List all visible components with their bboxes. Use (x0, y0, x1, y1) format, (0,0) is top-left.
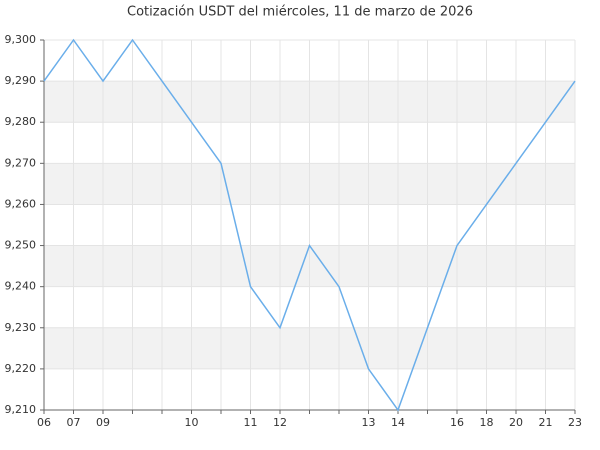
x-tick-label: 11 (244, 416, 258, 429)
x-tick-label: 23 (568, 416, 582, 429)
y-tick-label: 9,300 (5, 33, 37, 46)
x-tick-label: 20 (509, 416, 523, 429)
y-tick-label: 9,230 (5, 321, 37, 334)
x-tick-label: 13 (362, 416, 376, 429)
x-tick-label: 10 (185, 416, 199, 429)
y-tick-label: 9,210 (5, 403, 37, 416)
chart-title: Cotización USDT del miércoles, 11 de mar… (127, 5, 473, 20)
x-tick-label: 18 (480, 416, 494, 429)
y-tick-label: 9,290 (5, 74, 37, 87)
x-tick-label: 06 (37, 416, 51, 429)
x-tick-label: 09 (96, 416, 110, 429)
y-tick-label: 9,250 (5, 239, 37, 252)
y-tick-label: 9,260 (5, 197, 37, 210)
y-tick-label: 9,220 (5, 362, 37, 375)
x-tick-label: 16 (450, 416, 464, 429)
x-tick-label: 14 (391, 416, 405, 429)
y-tick-label: 9,240 (5, 280, 37, 293)
line-series (43, 38, 576, 412)
x-tick-label: 07 (67, 416, 81, 429)
y-tick-label: 9,270 (5, 156, 37, 169)
x-tick-label: 12 (273, 416, 287, 429)
y-tick-label: 9,280 (5, 115, 37, 128)
x-tick-label: 21 (539, 416, 553, 429)
